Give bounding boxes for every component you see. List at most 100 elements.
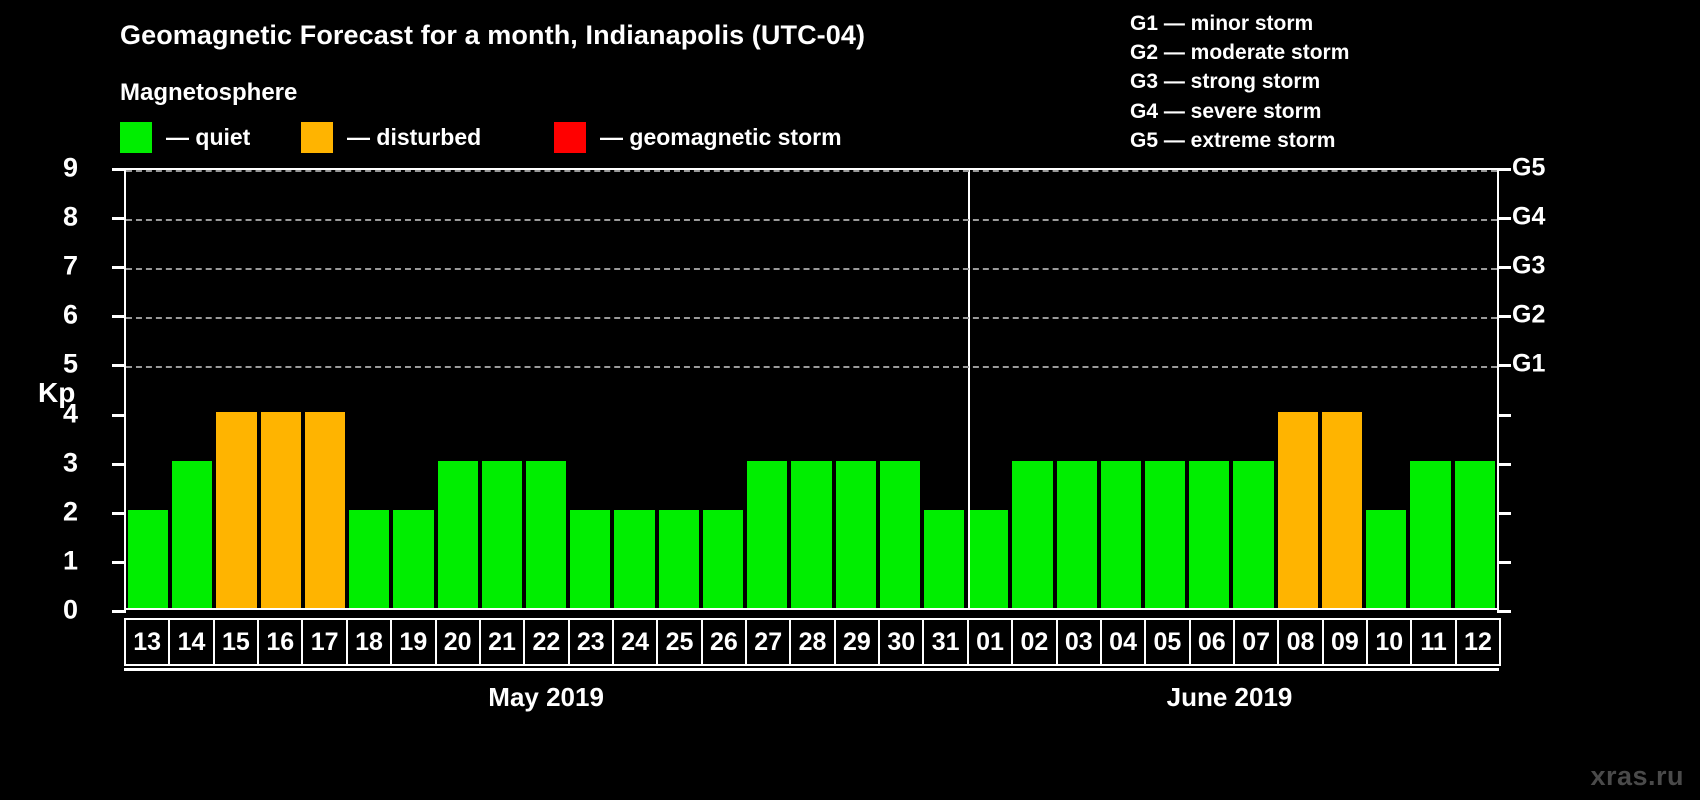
date-label-may-24[interactable]: 24 xyxy=(611,618,659,666)
bar-cell[interactable] xyxy=(1364,170,1408,608)
bar-cell[interactable] xyxy=(1055,170,1099,608)
date-label-may-13[interactable]: 13 xyxy=(124,618,171,666)
bar-june-07[interactable] xyxy=(1233,460,1274,608)
bar-june-12[interactable] xyxy=(1454,460,1495,608)
bar-cell[interactable] xyxy=(745,170,789,608)
bar-cell[interactable] xyxy=(789,170,833,608)
date-label-june-02[interactable]: 02 xyxy=(1011,618,1058,666)
date-label-june-04[interactable]: 04 xyxy=(1099,618,1147,666)
bar-cell[interactable] xyxy=(922,170,966,608)
bar-may-14[interactable] xyxy=(172,460,213,608)
bar-may-25[interactable] xyxy=(658,509,699,608)
bar-cell[interactable] xyxy=(391,170,435,608)
y-axis-tickmark-1 xyxy=(112,560,126,564)
bar-june-03[interactable] xyxy=(1056,460,1097,608)
date-label-may-26[interactable]: 26 xyxy=(700,618,748,666)
bar-may-24[interactable] xyxy=(614,509,655,608)
date-label-june-05[interactable]: 05 xyxy=(1144,618,1191,666)
bar-june-05[interactable] xyxy=(1145,460,1186,608)
bar-may-16[interactable] xyxy=(260,411,301,608)
bar-cell[interactable] xyxy=(436,170,480,608)
date-label-may-17[interactable]: 17 xyxy=(301,618,348,666)
bar-cell[interactable] xyxy=(1231,170,1275,608)
gridline-kp-8 xyxy=(126,219,1497,222)
bar-cell[interactable] xyxy=(170,170,214,608)
date-label-may-29[interactable]: 29 xyxy=(833,618,881,666)
bar-cell[interactable] xyxy=(878,170,922,608)
bar-cell[interactable] xyxy=(1276,170,1320,608)
bar-cell[interactable] xyxy=(701,170,745,608)
date-label-june-11[interactable]: 11 xyxy=(1410,618,1457,666)
date-label-june-03[interactable]: 03 xyxy=(1055,618,1102,666)
y-axis-tickmark-right-4 xyxy=(1497,413,1511,417)
bar-may-27[interactable] xyxy=(747,460,788,608)
date-label-may-18[interactable]: 18 xyxy=(345,618,393,666)
bar-may-18[interactable] xyxy=(349,509,390,608)
bar-may-15[interactable] xyxy=(216,411,257,608)
date-label-may-22[interactable]: 22 xyxy=(523,618,570,666)
bar-may-23[interactable] xyxy=(570,509,611,608)
bar-cell[interactable] xyxy=(966,170,1010,608)
bar-cell[interactable] xyxy=(1408,170,1452,608)
date-label-may-19[interactable]: 19 xyxy=(390,618,437,666)
bar-june-06[interactable] xyxy=(1189,460,1230,608)
bar-june-10[interactable] xyxy=(1366,509,1407,608)
bar-cell[interactable] xyxy=(612,170,656,608)
bar-june-09[interactable] xyxy=(1321,411,1363,608)
date-label-may-30[interactable]: 30 xyxy=(878,618,925,666)
bar-may-28[interactable] xyxy=(791,460,832,608)
bar-cell[interactable] xyxy=(568,170,612,608)
date-label-may-16[interactable]: 16 xyxy=(257,618,304,666)
date-label-june-08[interactable]: 08 xyxy=(1277,618,1324,666)
bar-cell[interactable] xyxy=(524,170,568,608)
date-label-june-07[interactable]: 07 xyxy=(1232,618,1280,666)
bar-june-01[interactable] xyxy=(968,509,1009,608)
bar-cell[interactable] xyxy=(126,170,170,608)
date-label-may-23[interactable]: 23 xyxy=(567,618,614,666)
bar-may-22[interactable] xyxy=(525,460,567,608)
date-label-may-27[interactable]: 27 xyxy=(745,618,792,666)
bar-cell[interactable] xyxy=(657,170,701,608)
bar-cell[interactable] xyxy=(1187,170,1231,608)
date-label-may-25[interactable]: 25 xyxy=(656,618,703,666)
date-label-june-01[interactable]: 01 xyxy=(966,618,1014,666)
date-label-may-20[interactable]: 20 xyxy=(434,618,481,666)
bar-cell[interactable] xyxy=(1099,170,1143,608)
date-label-may-14[interactable]: 14 xyxy=(168,618,215,666)
bar-june-04[interactable] xyxy=(1100,460,1142,608)
bar-may-29[interactable] xyxy=(835,460,876,608)
bar-may-19[interactable] xyxy=(393,509,434,608)
date-label-june-06[interactable]: 06 xyxy=(1188,618,1235,666)
bar-june-08[interactable] xyxy=(1277,411,1318,608)
y-axis-tickmark-9 xyxy=(112,168,126,171)
bar-cell[interactable] xyxy=(1010,170,1054,608)
bar-may-21[interactable] xyxy=(481,460,522,608)
date-label-june-12[interactable]: 12 xyxy=(1454,618,1502,666)
date-label-may-31[interactable]: 31 xyxy=(922,618,969,666)
bar-cell[interactable] xyxy=(259,170,303,608)
bar-may-31[interactable] xyxy=(923,509,965,608)
bar-cell[interactable] xyxy=(1320,170,1364,608)
date-label-may-28[interactable]: 28 xyxy=(789,618,836,666)
date-label-june-10[interactable]: 10 xyxy=(1366,618,1413,666)
bar-cell[interactable] xyxy=(303,170,347,608)
y-axis-tick-3: 3 xyxy=(62,447,78,478)
bar-cell[interactable] xyxy=(1143,170,1187,608)
bar-june-11[interactable] xyxy=(1410,460,1451,608)
g-axis-tick-G2: G2 xyxy=(1512,300,1546,329)
bar-may-30[interactable] xyxy=(879,460,920,608)
bar-cell[interactable] xyxy=(1453,170,1497,608)
g-scale-item-5: G5 — extreme storm xyxy=(1130,128,1336,152)
bar-cell[interactable] xyxy=(834,170,878,608)
bar-may-17[interactable] xyxy=(304,411,346,608)
bar-june-02[interactable] xyxy=(1012,460,1053,608)
bar-cell[interactable] xyxy=(214,170,258,608)
date-label-may-21[interactable]: 21 xyxy=(478,618,526,666)
bar-cell[interactable] xyxy=(480,170,524,608)
bar-may-13[interactable] xyxy=(128,509,169,608)
bar-cell[interactable] xyxy=(347,170,391,608)
bar-may-26[interactable] xyxy=(702,509,744,608)
date-label-june-09[interactable]: 09 xyxy=(1321,618,1369,666)
date-label-may-15[interactable]: 15 xyxy=(212,618,260,666)
bar-may-20[interactable] xyxy=(437,460,478,608)
